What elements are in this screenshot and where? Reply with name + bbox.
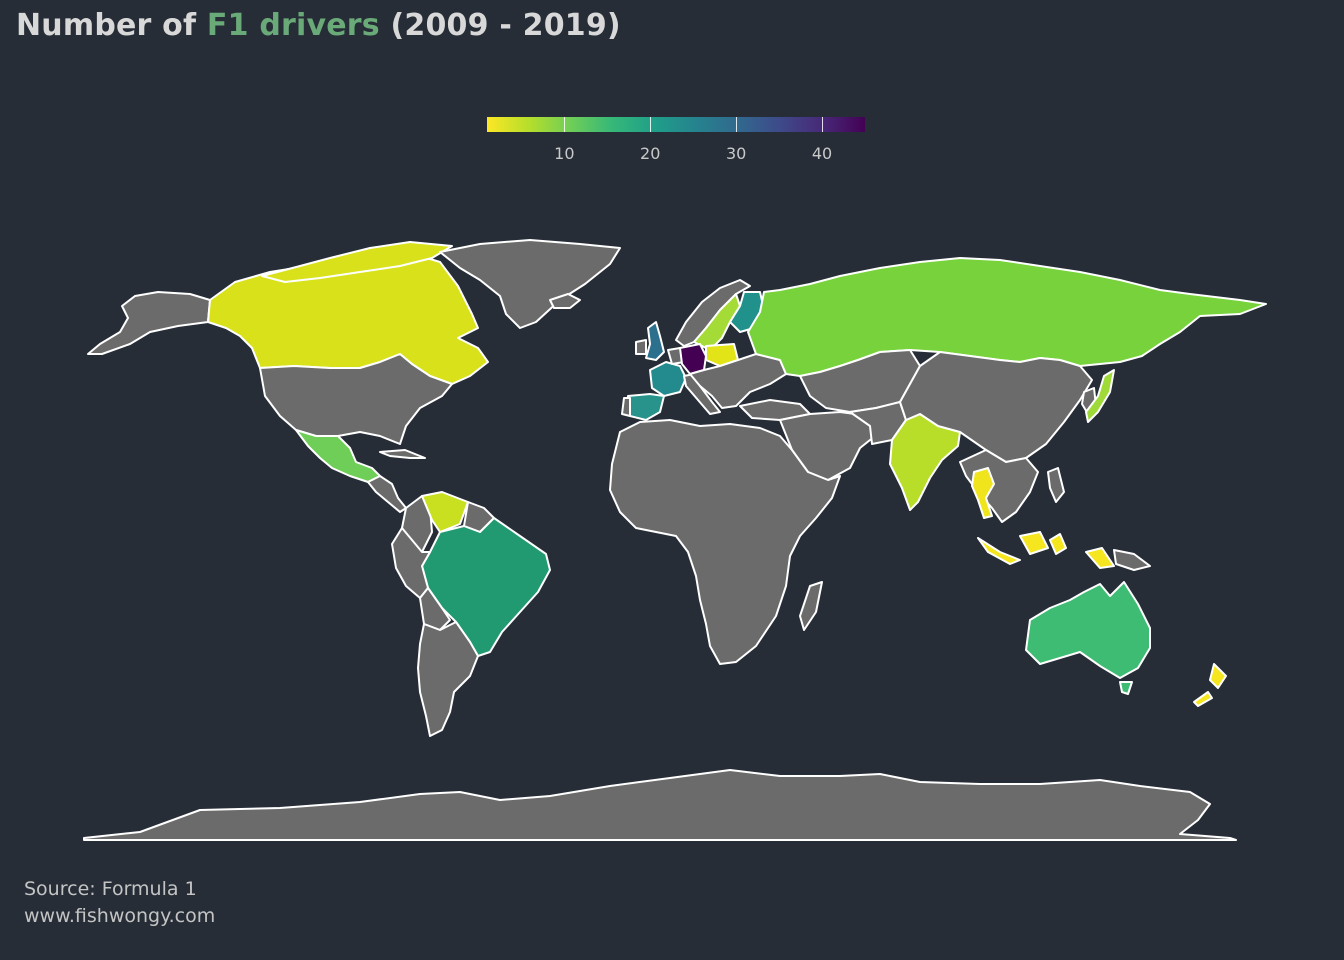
source-note: Source: Formula 1 www.fishwongy.com <box>24 876 215 930</box>
country-tasmania <box>1119 681 1133 695</box>
country-russia <box>747 257 1267 377</box>
country-eastern-europe <box>689 353 787 409</box>
source-url: www.fishwongy.com <box>24 905 216 927</box>
country-venezuela <box>421 491 469 533</box>
legend-tick-mark <box>564 117 566 132</box>
country-central-america <box>367 475 407 513</box>
country-thailand <box>971 467 995 519</box>
country-portugal <box>621 397 631 417</box>
country-ireland <box>635 339 647 355</box>
source-line: Source: Formula 1 <box>24 878 197 900</box>
country-mexico <box>295 429 381 483</box>
country-australia <box>1025 581 1151 679</box>
country-norway <box>675 279 751 347</box>
country-iceland <box>549 293 581 309</box>
legend-tick-label: 40 <box>811 144 833 163</box>
legend-tick-mark <box>822 117 824 132</box>
legend-tick-mark <box>650 117 652 132</box>
country-spain <box>627 393 665 421</box>
country-indonesia <box>977 531 1115 569</box>
country-africa <box>609 419 841 665</box>
title-highlight: F1 drivers <box>206 8 380 43</box>
country-canada <box>207 255 489 385</box>
legend-tick-mark <box>736 117 738 132</box>
country-uk <box>645 321 665 361</box>
country-cuba <box>379 449 426 459</box>
title-prefix: Number of <box>16 8 207 43</box>
chart-title: Number of F1 drivers (2009 - 2019) <box>16 8 621 43</box>
country-alaska <box>87 291 211 355</box>
color-legend: 10 20 30 40 <box>487 117 865 177</box>
country-china <box>899 351 1093 463</box>
country-france <box>649 361 687 397</box>
legend-tick-label: 30 <box>725 144 747 163</box>
legend-colorbar <box>487 117 865 132</box>
world-map <box>80 236 1272 846</box>
title-suffix: (2009 - 2019) <box>379 8 621 43</box>
country-philippines <box>1047 467 1065 503</box>
legend-tick-label: 20 <box>640 144 661 163</box>
country-png <box>1113 549 1151 571</box>
legend-tick-label: 10 <box>554 144 575 163</box>
country-madagascar <box>799 581 823 631</box>
country-nz <box>1193 663 1227 707</box>
country-antarctica <box>83 769 1237 841</box>
country-germany <box>679 343 707 375</box>
country-japan <box>1085 369 1115 423</box>
country-argentina <box>417 621 479 737</box>
map-svg <box>83 239 1267 841</box>
